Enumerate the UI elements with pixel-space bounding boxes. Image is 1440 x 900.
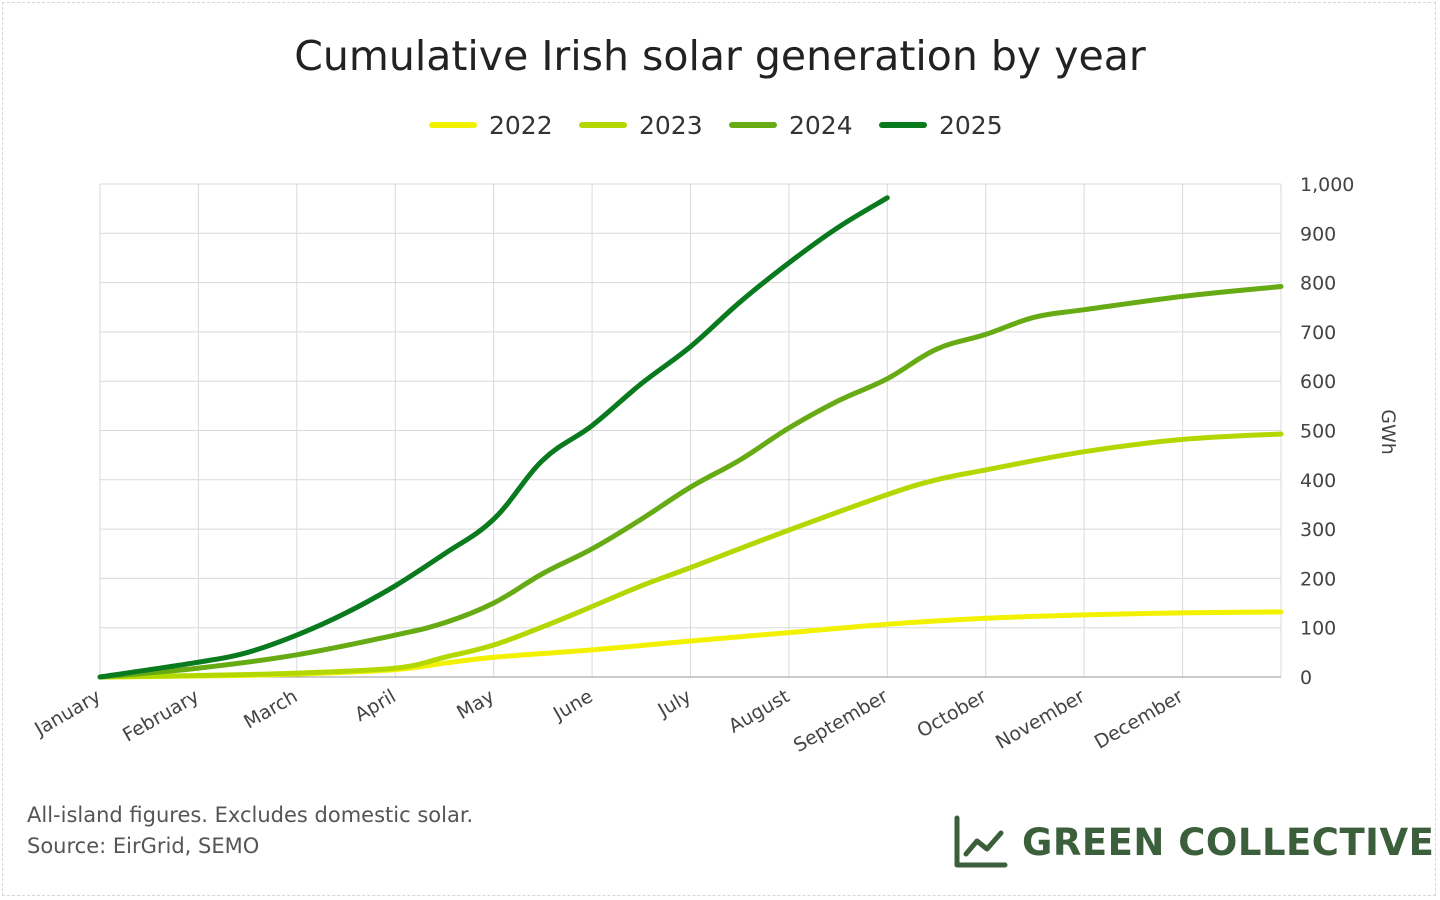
series-line-2024 (97, 284, 1284, 680)
legend-item-2024: 2024 (729, 111, 853, 140)
y-tick-label: 400 (1300, 470, 1336, 492)
series-line-2023 (97, 431, 1284, 680)
legend: 2022 2023 2024 2025 (429, 111, 1003, 140)
brand-logo: GREEN COLLECTIVE (952, 812, 1434, 872)
x-tick-label: April (351, 685, 400, 726)
legend-item-2023: 2023 (579, 111, 703, 140)
series-lines (97, 195, 1284, 680)
legend-label: 2025 (939, 111, 1003, 140)
line-chart-icon (954, 815, 1008, 868)
legend-label: 2023 (639, 111, 703, 140)
y-tick-label: 0 (1300, 667, 1312, 689)
legend-item-2022: 2022 (429, 111, 553, 140)
x-tick-label: November (992, 685, 1089, 754)
x-tick-label: December (1091, 685, 1187, 753)
y-tick-label: 200 (1300, 568, 1336, 590)
grid (99, 183, 1282, 678)
legend-item-2025: 2025 (879, 111, 1003, 140)
y-tick-label: 1,000 (1300, 174, 1354, 196)
x-tick-label: February (119, 685, 203, 746)
legend-label: 2022 (489, 111, 553, 140)
footnote-source: Source: EirGrid, SEMO (27, 834, 260, 858)
x-tick-label: June (549, 685, 597, 725)
y-tick-label: 100 (1300, 618, 1336, 640)
y-tick-label: 700 (1300, 322, 1336, 344)
legend-label: 2024 (789, 111, 853, 140)
x-tick-label: March (240, 685, 301, 733)
y-tick-label: 600 (1300, 371, 1336, 393)
brand-name: GREEN COLLECTIVE (1022, 820, 1435, 864)
series-line-2025 (97, 195, 890, 680)
x-tick-label: October (913, 685, 990, 742)
x-tick-label: August (725, 685, 794, 737)
y-tick-label: 800 (1300, 273, 1336, 295)
chart-title: Cumulative Irish solar generation by yea… (294, 32, 1146, 80)
x-tick-label: January (30, 685, 104, 741)
y-tick-label: 500 (1300, 421, 1336, 443)
y-tick-label: 900 (1300, 223, 1336, 245)
footnote: All-island figures. Excludes domestic so… (27, 800, 473, 862)
x-tick-label: May (453, 685, 498, 724)
x-tick-label: September (790, 685, 892, 757)
footnote-scope: All-island figures. Excludes domestic so… (27, 803, 474, 827)
y-tick-label: 300 (1300, 519, 1336, 541)
y-axis-label: GWh (1377, 409, 1399, 455)
x-tick-label: July (654, 685, 695, 722)
axes: 0 100 200 300 400 500 600 700 800 900 1,000 January… (30, 174, 1399, 757)
